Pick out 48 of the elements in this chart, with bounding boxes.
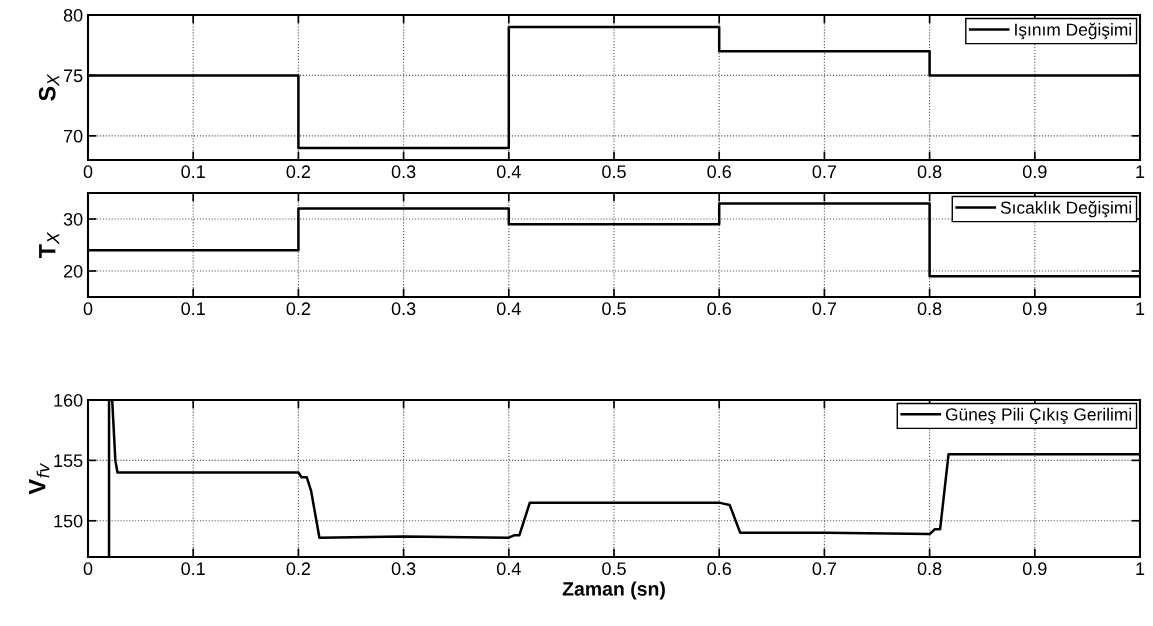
legend-label: Güneş Pili Çıkış Gerilimi [945,407,1132,425]
x-tick-label: 0.1 [181,302,205,316]
x-tick-label: 1 [1136,165,1145,178]
x-axis-title: Zaman (sn) [562,581,665,600]
y-tick-label: 80 [63,8,83,22]
y-tick-label: 160 [54,393,83,407]
y-tick-label: 70 [63,129,83,143]
x-tick-label: 0.5 [602,302,626,316]
x-tick-label: 0.3 [391,562,416,576]
y-axis-title: V$_{fv}$ [29,462,50,495]
legend-label: Işınım Değişimi [1015,22,1132,40]
y-tick-label: 75 [63,69,83,83]
x-tick-label: 0.3 [391,165,416,179]
x-tick-label: 0.2 [286,562,311,576]
x-tick-label: 0.9 [1022,302,1047,316]
y-tick-label: 20 [63,264,83,278]
x-tick-label: 0.1 [181,165,205,179]
x-tick-label: 0.4 [496,562,521,576]
x-tick-label: 0.8 [917,562,942,576]
x-tick-label: 0.6 [707,302,731,316]
x-tick-label: 0.2 [286,165,311,179]
x-tick-label: 0.1 [181,562,205,576]
x-tick-label: 0 [83,165,93,179]
x-tick-label: 1 [1136,302,1145,315]
y-axis-title: S$_{X}$ [38,73,60,101]
x-tick-label: 0.8 [917,165,942,179]
x-tick-label: 0.3 [391,302,416,316]
y-tick-label: 150 [54,514,83,528]
x-tick-label: 0.5 [602,562,626,576]
x-tick-label: 0.9 [1022,165,1047,179]
x-tick-label: 0.5 [602,165,626,179]
x-tick-label: 0 [83,302,93,316]
x-tick-label: 0.6 [707,165,731,179]
x-tick-label: 0.9 [1022,562,1047,576]
x-tick-label: 0 [83,562,93,576]
x-tick-label: 0.4 [496,302,521,316]
x-tick-label: 0.7 [812,302,837,316]
y-axis-title: T$_{X}$ [39,232,60,259]
x-tick-label: 0.2 [286,302,311,316]
x-tick-label: 0.6 [707,562,731,576]
x-tick-label: 0.4 [496,165,521,179]
legend-label: Sıcaklık Değişimi [1000,200,1132,218]
x-tick-label: 0.7 [812,562,837,576]
x-tick-label: 0.8 [917,302,942,316]
x-tick-label: 1 [1136,562,1145,575]
y-tick-label: 155 [54,454,83,468]
y-tick-label: 30 [63,212,83,226]
x-tick-label: 0.7 [812,165,837,179]
